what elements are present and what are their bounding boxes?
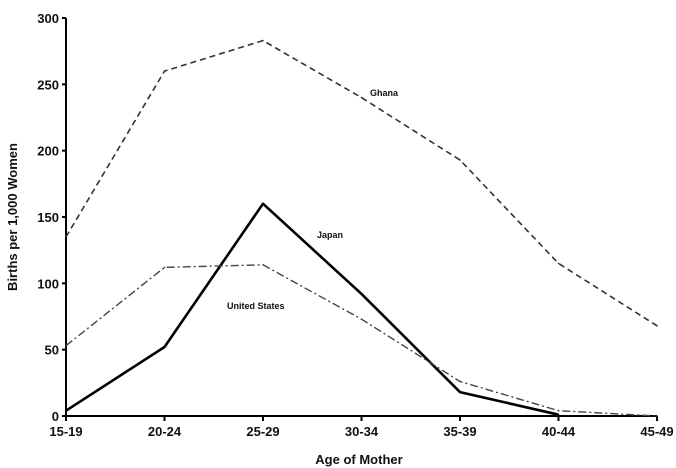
data-point-united-states	[459, 380, 461, 383]
data-point-ghana	[163, 70, 166, 72]
x-tick-label: 25-29	[246, 424, 279, 439]
data-point-japan	[360, 293, 363, 295]
data-point-japan	[163, 346, 166, 348]
data-point-ghana	[459, 159, 461, 161]
series-line-japan	[65, 202, 559, 416]
series-label-united-states: United States	[227, 301, 285, 311]
y-ticks: 0 50 100 150 200 250 300	[37, 11, 66, 424]
data-point-japan	[459, 391, 461, 393]
x-tick-label: 30-34	[345, 424, 379, 439]
y-tick-label: 100	[37, 276, 59, 291]
x-ticks: 15-19 20-24 25-29 30-34 35-39 40-44 45-49	[49, 416, 674, 439]
data-point-united-states	[557, 409, 560, 412]
series-label-japan: Japan	[317, 230, 343, 240]
y-tick-label: 300	[37, 11, 59, 26]
data-point-united-states	[656, 415, 658, 417]
data-point-ghana	[557, 262, 560, 265]
data-point-united-states	[262, 263, 264, 266]
axes	[65, 18, 657, 417]
x-tick-label: 15-19	[49, 424, 82, 439]
y-tick-label: 150	[37, 210, 59, 225]
y-tick-label: 250	[37, 77, 59, 92]
data-point-japan	[65, 409, 67, 412]
series-label-ghana: Ghana	[370, 88, 399, 98]
x-axis-title: Age of Mother	[315, 452, 402, 467]
data-point-united-states	[163, 266, 166, 269]
y-tick-label: 50	[45, 343, 59, 358]
y-tick-label: 200	[37, 144, 59, 159]
data-point-united-states	[360, 318, 363, 320]
data-point-united-states	[65, 344, 67, 347]
series-line-united-states	[65, 264, 658, 417]
series-lines	[65, 39, 658, 417]
y-tick-label: 0	[52, 409, 59, 424]
x-tick-label: 40-44	[542, 424, 576, 439]
data-point-japan	[262, 202, 264, 205]
data-point-japan	[557, 413, 560, 416]
data-point-ghana	[65, 236, 67, 238]
x-tick-label: 20-24	[148, 424, 182, 439]
series-labels: Ghana Japan United States	[227, 88, 399, 311]
x-tick-label: 45-49	[640, 424, 673, 439]
x-tick-label: 35-39	[443, 424, 476, 439]
series-line-ghana	[65, 39, 658, 327]
y-axis-title: Births per 1,000 Women	[5, 143, 20, 291]
data-point-ghana	[360, 96, 363, 99]
data-point-ghana	[656, 324, 658, 327]
data-point-ghana	[262, 39, 264, 42]
